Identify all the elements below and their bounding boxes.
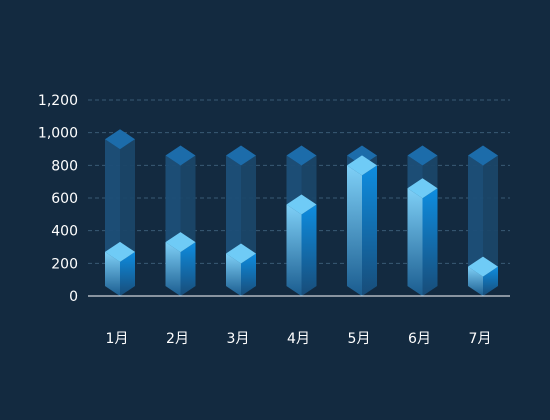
y-axis-ticks: 0 200 400 600 800 1,000 1,200 (38, 93, 78, 305)
value-bar-right-face (301, 204, 317, 296)
y-tick-label: 600 (51, 191, 78, 207)
value-bar-left-face (286, 204, 302, 296)
value-bar-left-face (105, 251, 120, 296)
y-tick-label: 400 (51, 224, 78, 240)
background-bar-cap (286, 145, 317, 166)
x-tick-label: 6月 (408, 331, 431, 347)
y-tick-label: 800 (51, 158, 78, 174)
value-bar (407, 178, 438, 296)
value-bar-left-face (347, 165, 362, 296)
value-bar-cap (468, 256, 498, 277)
y-tick-label: 1,000 (38, 126, 78, 142)
value-bar (165, 232, 196, 296)
value-bar-left-face (226, 253, 241, 296)
value-bar-right-face (241, 253, 256, 296)
x-tick-label: 3月 (227, 331, 250, 347)
value-bar (105, 241, 135, 296)
y-tick-label: 200 (51, 256, 78, 272)
value-bar-cap (347, 155, 377, 176)
value-bar-left-face (165, 242, 181, 296)
value-bar (286, 194, 317, 296)
x-tick-label: 2月 (166, 331, 189, 347)
value-bar-cap (226, 243, 256, 264)
y-tick-label: 0 (69, 289, 78, 305)
value-bar-cap (165, 232, 196, 253)
value-bar-right-face (120, 251, 135, 296)
value-bar (468, 256, 498, 296)
x-axis-ticks: 1月 2月 3月 4月 5月 6月 7月 (106, 331, 492, 347)
y-tick-label: 1,200 (38, 93, 78, 109)
value-bar-cap (105, 241, 135, 262)
value-bar-right-face (483, 266, 498, 296)
value-bar-left-face (407, 188, 423, 296)
x-tick-label: 4月 (287, 331, 310, 347)
x-tick-label: 5月 (348, 331, 371, 347)
background-bar-cap (165, 145, 196, 166)
background-bar-cap (407, 145, 438, 166)
value-bar-right-face (362, 165, 377, 296)
value-bar-left-face (468, 266, 483, 296)
value-bar (347, 155, 377, 296)
value-bars (105, 155, 498, 296)
background-bar-cap (105, 129, 135, 150)
value-bar-right-face (422, 188, 438, 296)
value-bar-right-face (180, 242, 196, 296)
value-bar (226, 243, 256, 296)
x-tick-label: 7月 (469, 331, 492, 347)
value-bar-cap (286, 194, 317, 215)
value-bar-cap (407, 178, 438, 199)
x-tick-label: 1月 (106, 331, 129, 347)
background-bar-cap (226, 145, 256, 166)
background-bar-cap (468, 145, 498, 166)
